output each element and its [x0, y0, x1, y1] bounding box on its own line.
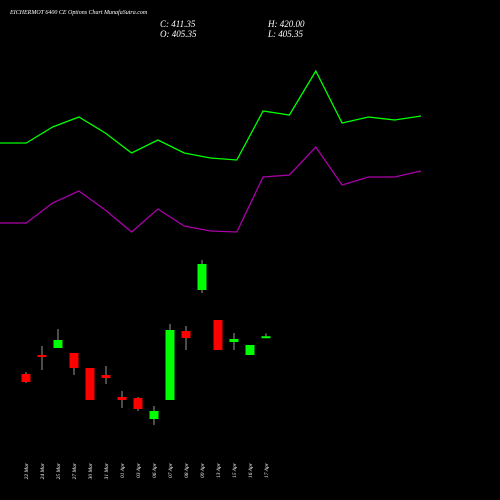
candle-body	[245, 345, 255, 355]
indicator-line	[0, 69, 422, 161]
candle-body	[181, 331, 191, 338]
candle-body	[213, 320, 223, 350]
candle-body	[165, 330, 175, 400]
chart-title: EICHERMOT 6400 CE Options Chart MunafaSu…	[9, 9, 148, 16]
x-tick-label: 15 Apr	[232, 462, 238, 478]
candle-body	[21, 374, 31, 382]
low-label: L: 405.35	[267, 29, 304, 39]
candle-body	[37, 355, 47, 357]
x-tick-label: 27 Mar	[72, 462, 78, 479]
x-tick-label: 16 Apr	[248, 462, 254, 478]
x-tick-label: 31 Mar	[104, 462, 110, 480]
x-tick-label: 06 Apr	[152, 462, 158, 478]
candle-body	[229, 339, 239, 342]
x-tick-label: 30 Mar	[88, 462, 94, 480]
candle-body	[85, 368, 95, 400]
x-tick-label: 13 Apr	[216, 462, 222, 478]
open-label: O: 405.35	[160, 29, 197, 39]
x-tick-label: 24 Mar	[39, 462, 46, 479]
candle-body	[133, 398, 143, 409]
candle-body	[53, 340, 63, 348]
x-tick-label: 01 Apr	[120, 462, 126, 478]
candle-body	[149, 411, 159, 419]
candle-body	[101, 375, 111, 378]
candle-body	[69, 353, 79, 368]
x-tick-label: 22 Mar	[24, 462, 30, 479]
x-tick-label: 08 Apr	[184, 462, 190, 478]
candle-body	[197, 264, 207, 290]
close-label: C: 411.35	[160, 19, 196, 29]
indicator-line	[0, 145, 422, 233]
x-tick-label: 03 Apr	[136, 462, 142, 478]
x-tick-label: 17 Apr	[264, 462, 270, 478]
high-label: H: 420.00	[267, 19, 305, 29]
x-tick-label: 25 Mar	[56, 462, 62, 479]
candle-body	[261, 336, 271, 339]
x-tick-label: 07 Apr	[168, 462, 174, 478]
x-tick-label: 09 Apr	[200, 462, 206, 478]
candle-body	[117, 397, 127, 400]
